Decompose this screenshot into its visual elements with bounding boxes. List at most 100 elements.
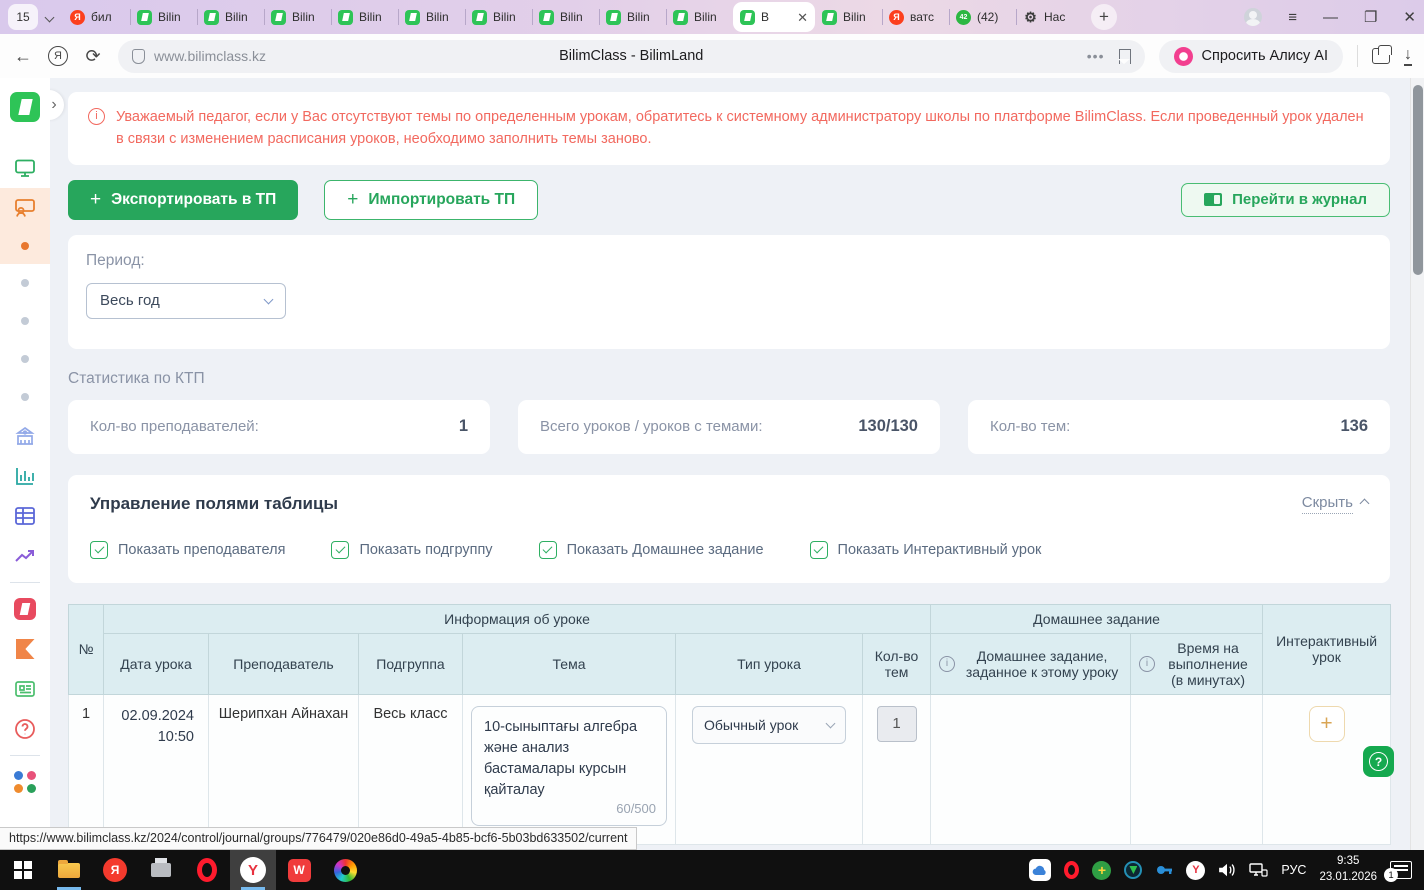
- tab-yandex-search[interactable]: бил: [63, 2, 130, 32]
- taskbar-explorer[interactable]: [46, 850, 92, 890]
- sidebar-item-progress[interactable]: [0, 536, 50, 576]
- new-tab-button[interactable]: +: [1091, 4, 1117, 30]
- sidebar-item-statistics[interactable]: [0, 456, 50, 496]
- shield-tray-icon[interactable]: [1124, 861, 1143, 879]
- start-button[interactable]: [0, 850, 46, 890]
- network-icon[interactable]: [1249, 862, 1269, 878]
- tab-bilimclass[interactable]: Bilin: [532, 2, 599, 32]
- key-icon[interactable]: [1155, 861, 1173, 879]
- go-to-journal-button[interactable]: Перейти в журнал: [1181, 182, 1390, 217]
- taskbar-yandex-browser-active[interactable]: Y: [230, 850, 276, 890]
- sidebar-item-news[interactable]: [0, 669, 50, 709]
- shield-icon[interactable]: [132, 48, 145, 64]
- tab-bilimclass[interactable]: Bilin: [815, 2, 882, 32]
- sidebar-subitem[interactable]: [0, 378, 50, 416]
- language-indicator[interactable]: РУС: [1281, 863, 1307, 877]
- sidebar-item-bilimland[interactable]: [0, 589, 50, 629]
- back-button[interactable]: ←: [14, 45, 32, 66]
- sidebar-item-monitor[interactable]: [0, 148, 50, 188]
- clock[interactable]: 9:35 23.01.2026: [1319, 854, 1377, 885]
- alice-icon: [1173, 46, 1193, 66]
- opera-tray-icon[interactable]: [1064, 861, 1080, 879]
- hide-link[interactable]: Скрыть: [1301, 494, 1370, 514]
- checkbox-checked-icon[interactable]: [809, 540, 828, 559]
- sidebar-subitem[interactable]: [0, 302, 50, 340]
- menu-icon[interactable]: ≡: [1288, 8, 1297, 26]
- import-tp-button[interactable]: + Импортировать ТП: [324, 179, 539, 220]
- address-bar[interactable]: www.bilimclass.kz BilimClass - BilimLand…: [118, 39, 1145, 73]
- info-icon[interactable]: i: [939, 655, 956, 672]
- sidebar-item-help[interactable]: [0, 709, 50, 749]
- checkbox-show-interactive[interactable]: Показать Интерактивный урок: [809, 540, 1041, 559]
- tab-whatsapp[interactable]: 42 (42): [949, 2, 1016, 32]
- chevron-down-icon: [263, 294, 274, 305]
- close-window-button[interactable]: ✕: [1403, 9, 1416, 26]
- speaker-icon[interactable]: [1218, 862, 1236, 878]
- topic-count-box[interactable]: 1: [876, 705, 917, 742]
- row-homework-text-cell[interactable]: [930, 693, 1132, 845]
- download-icon[interactable]: ↓: [1404, 46, 1412, 66]
- yandex-tray-icon[interactable]: Y: [1186, 860, 1206, 880]
- yandex-home-button[interactable]: Я: [48, 46, 68, 66]
- help-button[interactable]: ?: [1363, 746, 1394, 777]
- url-text[interactable]: www.bilimclass.kz: [154, 48, 267, 64]
- export-tp-button[interactable]: + Экспортировать в ТП: [68, 179, 299, 220]
- tab-bilimclass[interactable]: Bilin: [666, 2, 733, 32]
- plus-icon: +: [347, 188, 359, 210]
- checkbox-show-homework[interactable]: Показать Домашнее задание: [538, 540, 764, 559]
- bilimclass-logo[interactable]: [10, 92, 40, 122]
- checkbox-checked-icon[interactable]: [538, 540, 557, 559]
- sidebar-item-kundelik[interactable]: [0, 629, 50, 669]
- checkbox-show-subgroup[interactable]: Показать подгруппу: [331, 540, 493, 559]
- tab-bilimclass[interactable]: Bilin: [264, 2, 331, 32]
- row-homework-time-cell[interactable]: [1130, 693, 1264, 845]
- period-select[interactable]: Весь год: [86, 282, 286, 319]
- ask-alice-button[interactable]: Спросить Алису AI: [1158, 39, 1343, 73]
- avatar[interactable]: [1244, 8, 1263, 26]
- info-icon[interactable]: i: [1139, 655, 1156, 672]
- sidebar-item-apps[interactable]: [0, 762, 50, 802]
- restore-button[interactable]: ❐: [1363, 9, 1378, 26]
- refresh-button[interactable]: ⟳: [85, 45, 101, 66]
- sidebar-subitem[interactable]: [0, 340, 50, 378]
- taskbar-word-app[interactable]: W: [276, 850, 322, 890]
- lesson-type-select[interactable]: Обычный урок: [692, 705, 846, 744]
- topic-textarea[interactable]: 10-сыныптағы алгебра және анализ бастама…: [471, 705, 667, 826]
- tab-bilimclass[interactable]: Bilin: [130, 2, 197, 32]
- sidebar-item-table[interactable]: [0, 496, 50, 536]
- taskbar-media-app[interactable]: [322, 850, 368, 890]
- antivirus-icon[interactable]: +: [1092, 860, 1112, 880]
- tab-bilimclass[interactable]: Bilin: [331, 2, 398, 32]
- sidebar-subitem-active[interactable]: [0, 228, 50, 264]
- taskbar-opera[interactable]: [184, 850, 230, 890]
- taskbar-printer[interactable]: [138, 850, 184, 890]
- tab-bilimclass[interactable]: Bilin: [599, 2, 666, 32]
- page-title: BilimClass - BilimLand: [559, 48, 704, 64]
- tab-whatsapp-search[interactable]: ватс: [882, 2, 949, 32]
- checkbox-checked-icon[interactable]: [90, 540, 108, 559]
- whatsapp-icon: 42: [956, 9, 971, 25]
- tab-active-bilimclass[interactable]: B ✕: [733, 2, 815, 32]
- scrollbar-thumb[interactable]: [1413, 85, 1423, 275]
- tab-groups-icon[interactable]: [1372, 45, 1392, 64]
- tab-settings[interactable]: Нас: [1016, 2, 1083, 32]
- scrollbar[interactable]: [1410, 78, 1424, 850]
- sidebar-item-teaching-active[interactable]: [0, 188, 50, 228]
- sidebar-subitem[interactable]: [0, 264, 50, 302]
- close-tab-icon[interactable]: ✕: [797, 9, 808, 25]
- taskbar-yandex[interactable]: Я: [92, 850, 138, 890]
- minimize-button[interactable]: —: [1322, 8, 1338, 26]
- bookmark-icon[interactable]: [1117, 48, 1131, 64]
- sidebar-item-school[interactable]: [0, 416, 50, 456]
- notification-icon[interactable]: 1: [1384, 861, 1412, 882]
- tab-counter-button[interactable]: 15: [8, 4, 55, 30]
- checkbox-checked-icon[interactable]: [331, 540, 350, 559]
- newspaper-icon: [15, 681, 35, 697]
- add-interactive-lesson-button[interactable]: +: [1308, 705, 1345, 742]
- tab-bilimclass[interactable]: Bilin: [197, 2, 264, 32]
- more-icon[interactable]: •••: [1086, 48, 1105, 64]
- checkbox-show-teacher[interactable]: Показать преподавателя: [90, 540, 285, 559]
- tab-bilimclass[interactable]: Bilin: [465, 2, 532, 32]
- cloud-icon[interactable]: [1029, 859, 1052, 881]
- tab-bilimclass[interactable]: Bilin: [398, 2, 465, 32]
